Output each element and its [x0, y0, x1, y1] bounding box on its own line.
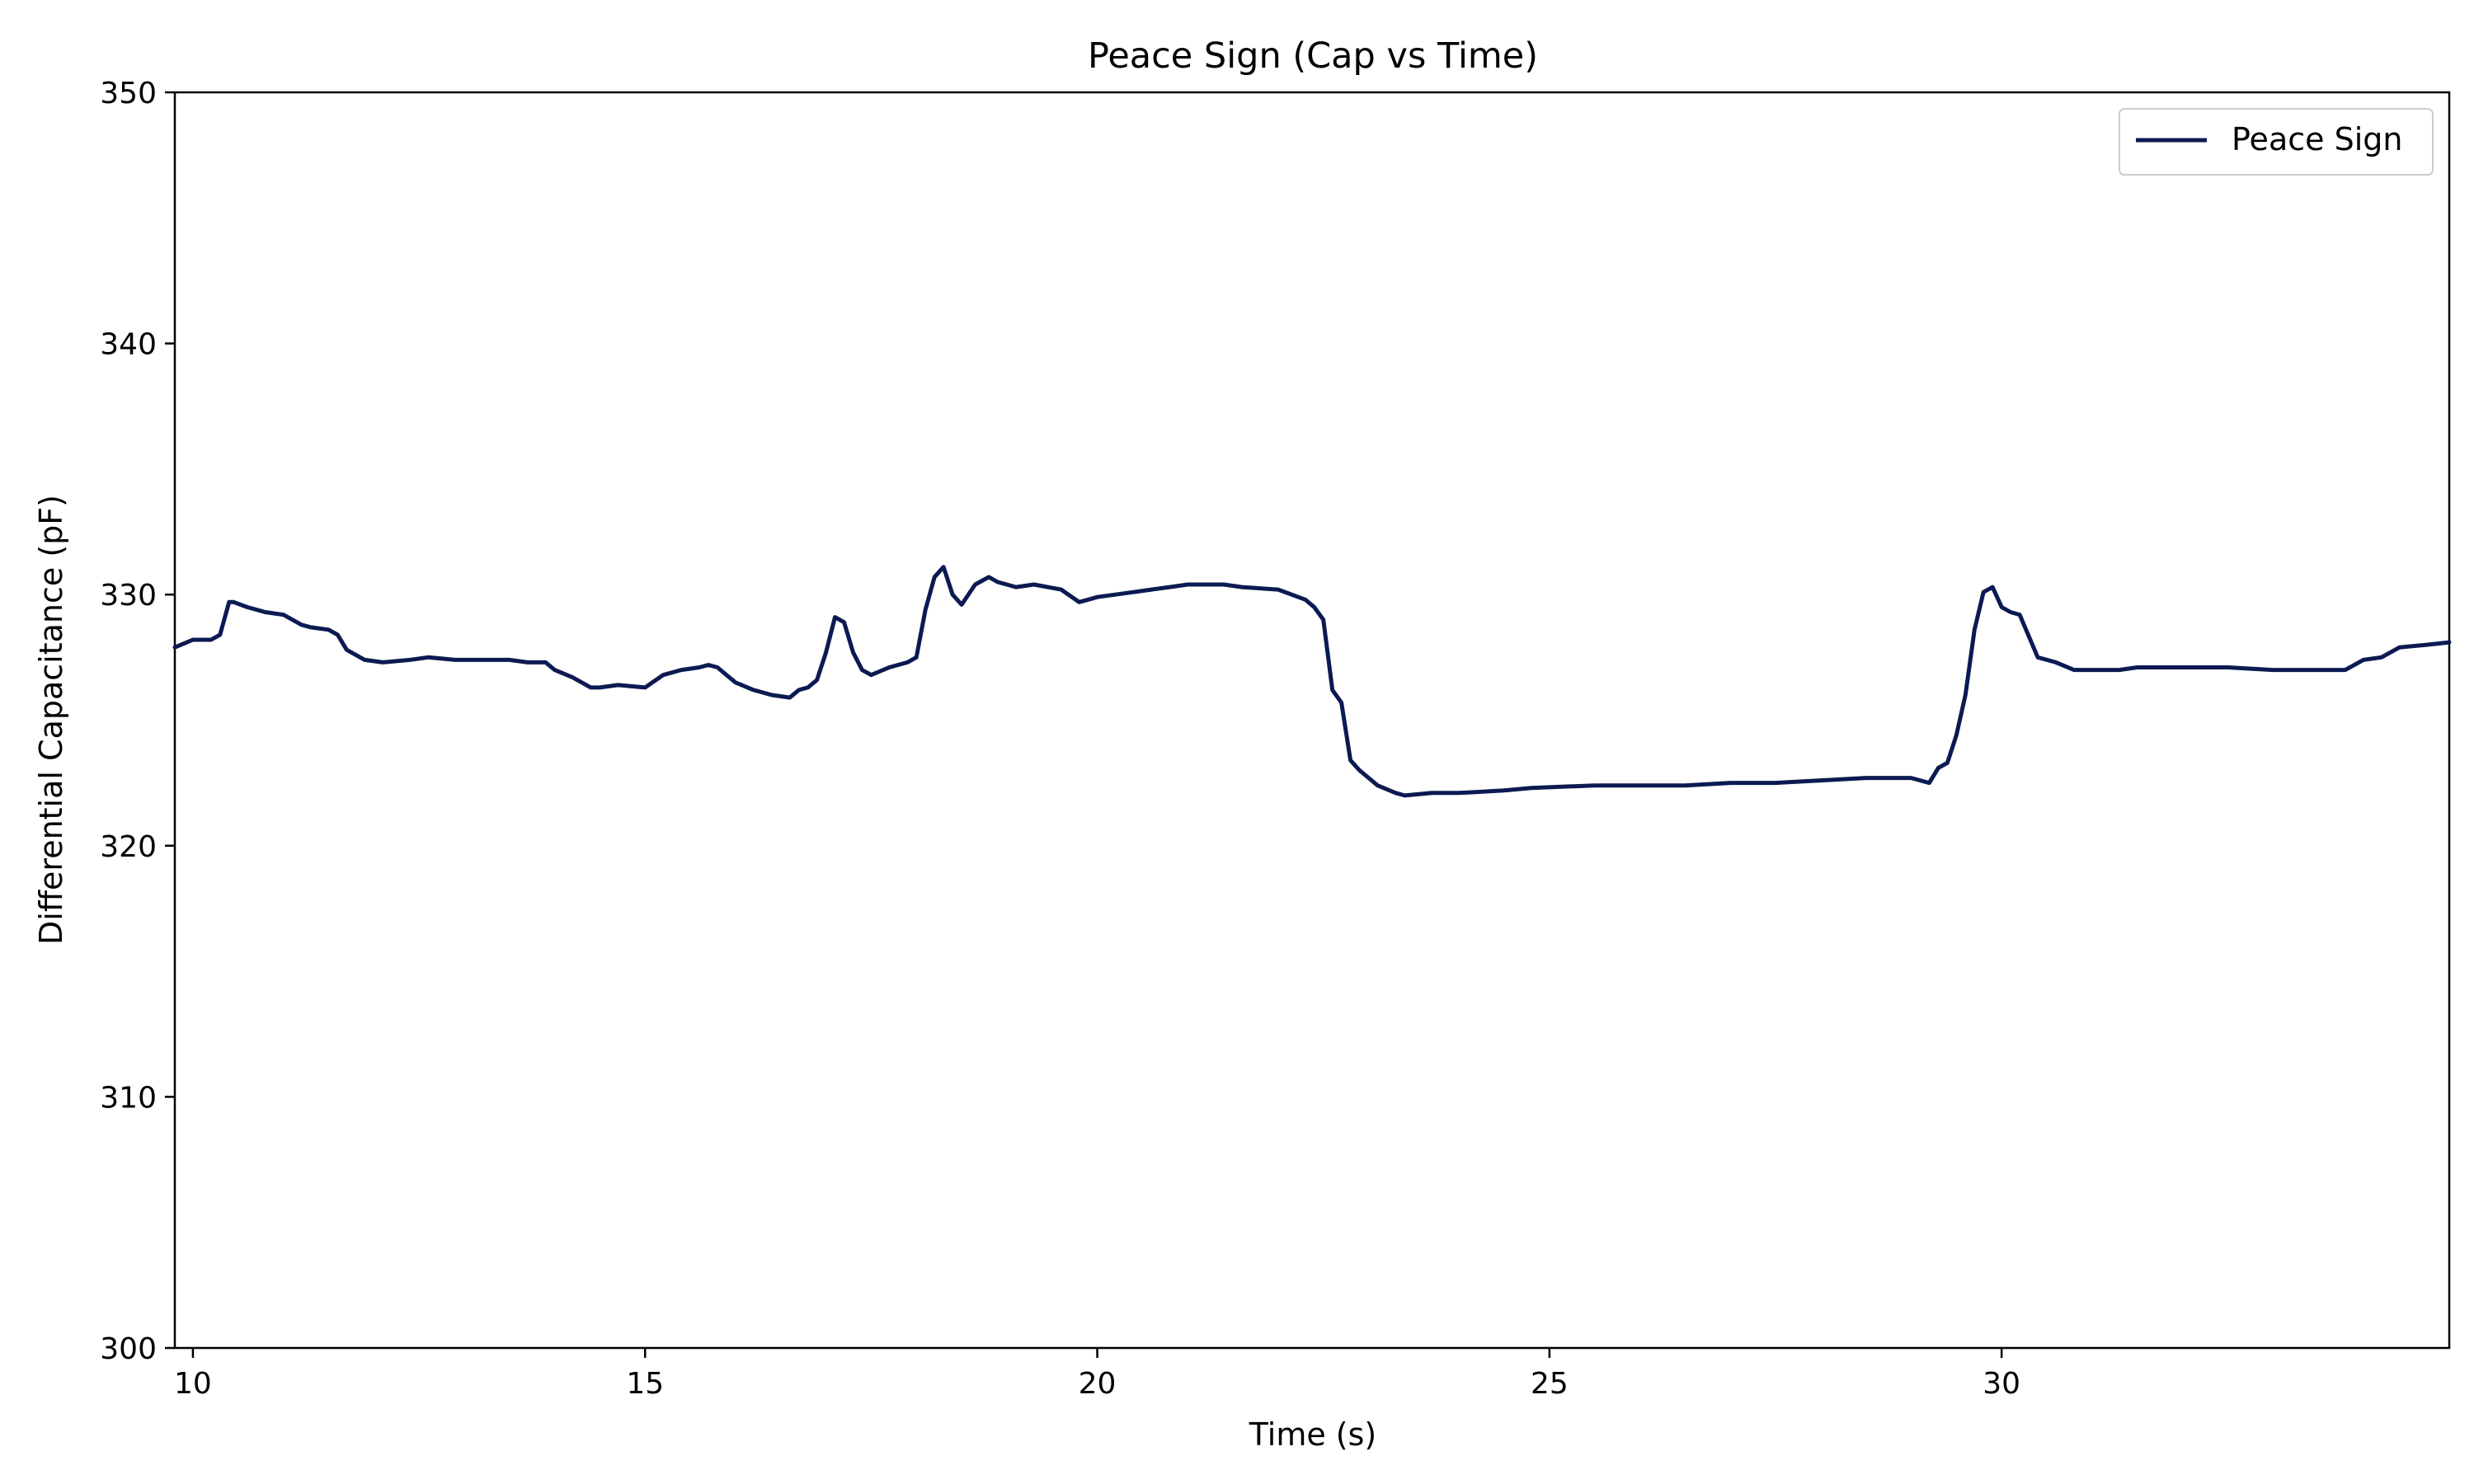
series-line-peace-sign: [172, 565, 2452, 798]
y-tick-label: 300: [100, 1332, 157, 1366]
y-tick-label: 350: [100, 77, 157, 110]
plot-area: 10 15 20 25 30 300 310 320 330 340 350: [100, 77, 2452, 1401]
legend: Peace Sign: [2119, 108, 2434, 176]
x-tick-label: 15: [626, 1367, 664, 1401]
x-axis: 10 15 20 25 30: [174, 1348, 2020, 1401]
x-tick-label: 25: [1531, 1367, 1569, 1401]
legend-label-peace-sign: Peace Sign: [2232, 121, 2402, 157]
y-tick-label: 320: [100, 830, 157, 864]
chart-title: Peace Sign (Cap vs Time): [1088, 35, 1538, 77]
plot-area-frame: [173, 91, 2451, 1350]
y-tick-label: 310: [100, 1081, 157, 1115]
y-axis-label: Differential Capacitance (pF): [33, 495, 69, 945]
y-axis: 300 310 320 330 340 350: [100, 77, 175, 1366]
legend-box: [2119, 108, 2434, 176]
x-tick-label: 30: [1982, 1367, 2020, 1401]
x-tick-label: 10: [174, 1367, 212, 1401]
y-tick-label: 340: [100, 328, 157, 362]
x-tick-label: 20: [1079, 1367, 1117, 1401]
x-axis-label: Time (s): [1249, 1416, 1377, 1453]
y-tick-label: 330: [100, 579, 157, 613]
